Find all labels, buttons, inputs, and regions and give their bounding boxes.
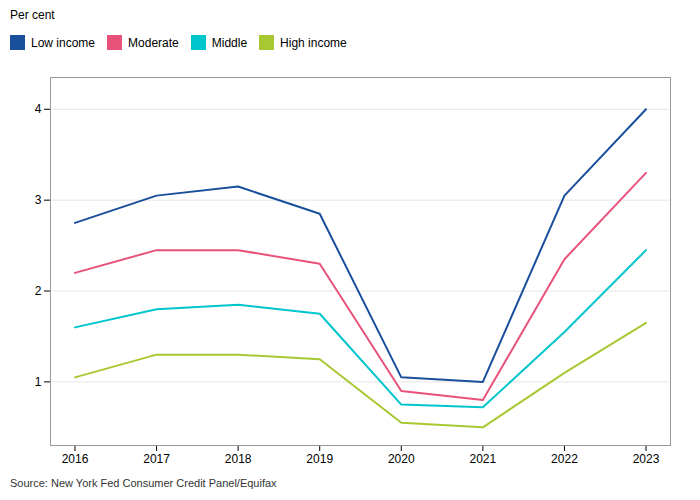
svg-text:2019: 2019 — [306, 452, 333, 466]
svg-text:2020: 2020 — [388, 452, 415, 466]
html-text:Moderate: Moderate — [128, 35, 179, 50]
html-text:Low income: Low income — [31, 35, 95, 50]
html-text:Middle: Middle — [211, 35, 248, 50]
svg-text:2: 2 — [35, 284, 42, 298]
svg-text:2017: 2017 — [143, 452, 170, 466]
svg-text:4: 4 — [35, 102, 42, 116]
svg-text:2016: 2016 — [62, 452, 89, 466]
svg-text:2023: 2023 — [633, 452, 660, 466]
html-text:High income: High income — [280, 35, 347, 50]
svg-text:3: 3 — [35, 193, 42, 207]
svg-text:2018: 2018 — [225, 452, 252, 466]
svg-text:1: 1 — [35, 375, 42, 389]
html-text:Per cent: Per cent — [10, 8, 55, 22]
html-text:Source: New York Fed Consumer: Source: New York Fed Consumer Credit Pan… — [10, 477, 277, 489]
svg-text:2022: 2022 — [551, 452, 578, 466]
svg-text:2021: 2021 — [470, 452, 497, 466]
